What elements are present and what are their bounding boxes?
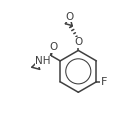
Text: O: O — [66, 12, 74, 22]
Text: F: F — [101, 77, 107, 87]
Text: O: O — [74, 37, 82, 47]
Text: NH: NH — [35, 56, 51, 66]
Text: O: O — [49, 42, 58, 52]
